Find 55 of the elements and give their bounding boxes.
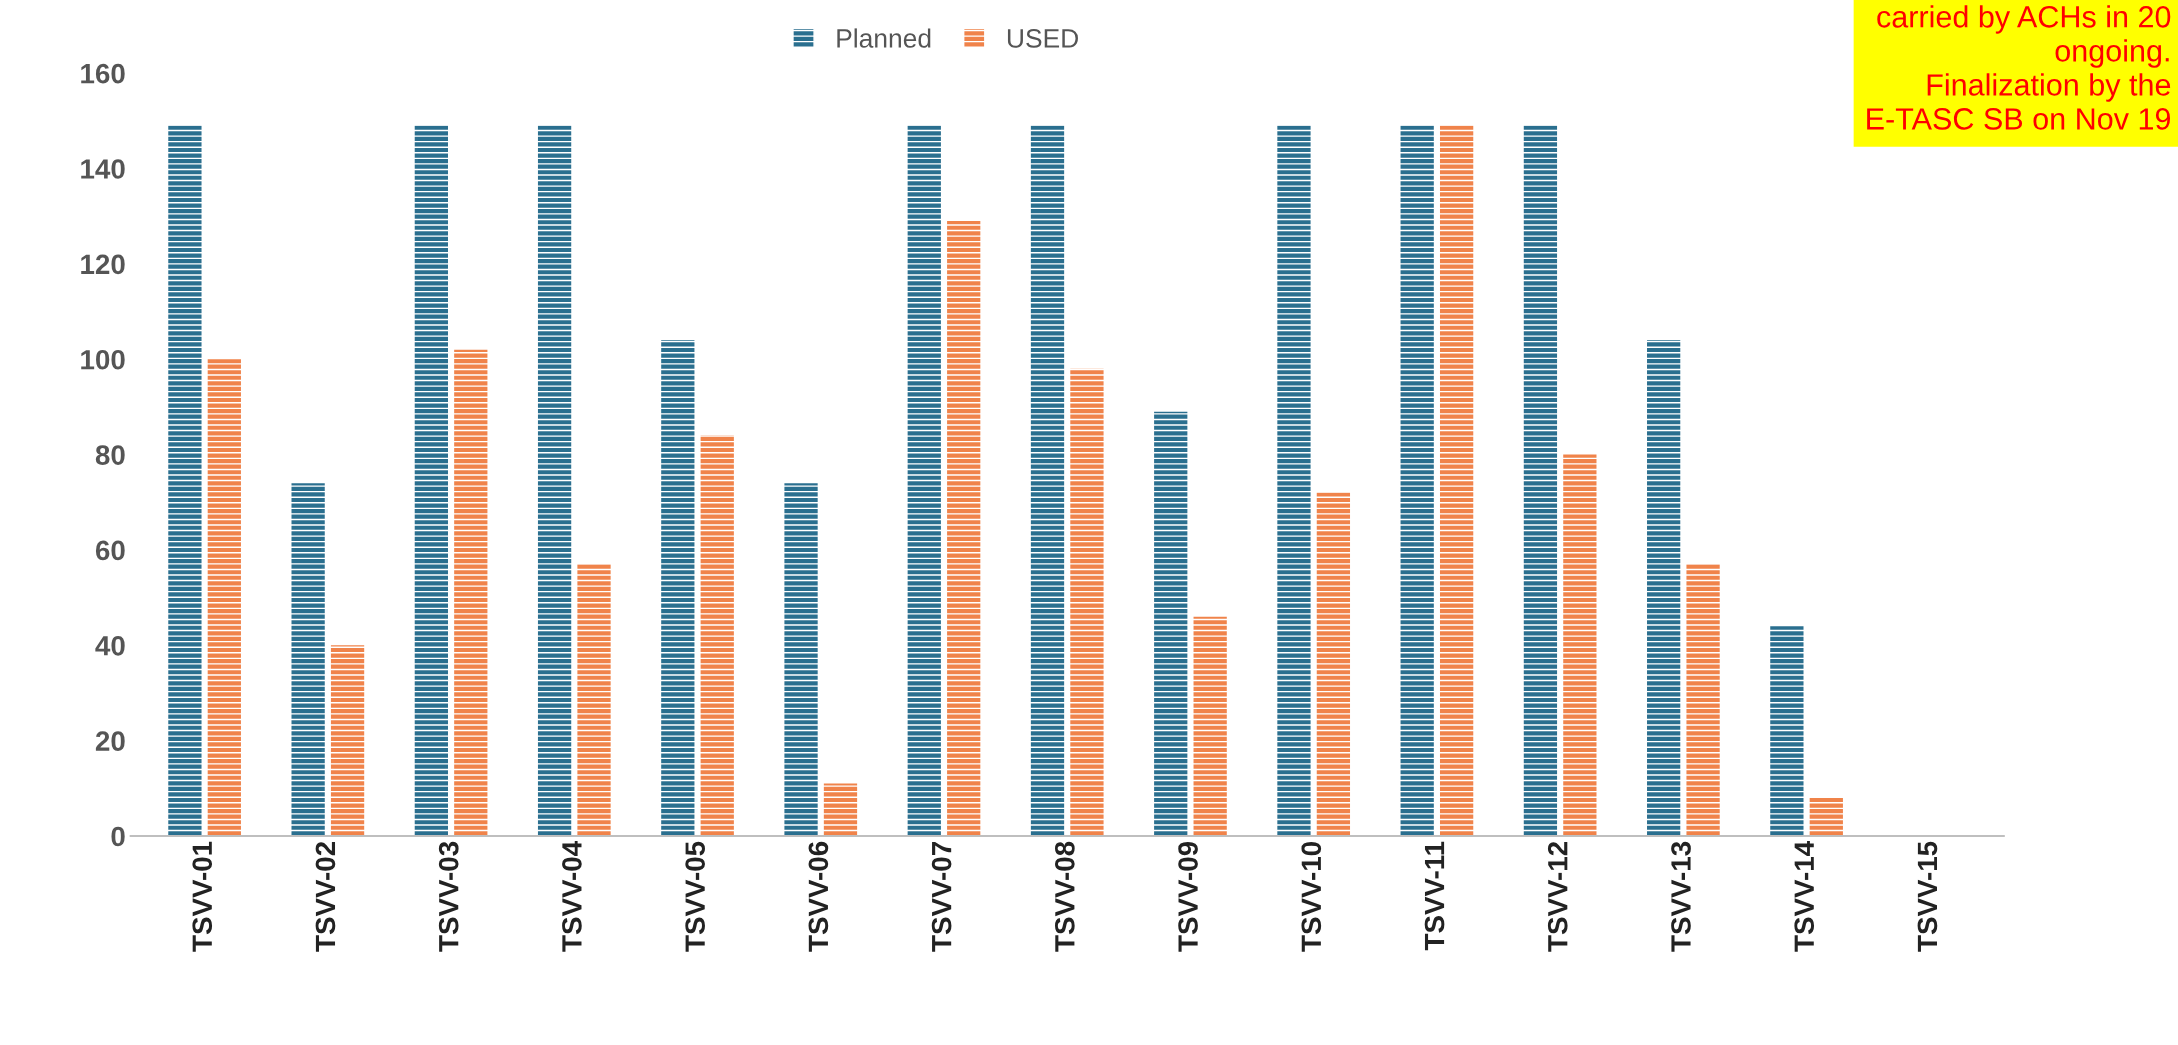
- x-tick-label: TSVV-13: [1671, 841, 1691, 952]
- legend-label: USED: [1007, 29, 1078, 48]
- bar: [414, 125, 448, 836]
- y-tick-label: 120: [81, 254, 125, 275]
- x-tick-label: TSVV-10: [1301, 842, 1322, 952]
- bar: [1030, 125, 1065, 836]
- bar: [454, 349, 488, 836]
- y-tick-label: 160: [81, 63, 125, 84]
- bar: [291, 483, 325, 836]
- bar: [784, 483, 818, 836]
- y-tick-label: 40: [95, 635, 125, 656]
- annotation: carried by ACHs in 20 ongoing. Finalization by the E-TASC SB on Nov 19: [1867, 5, 2171, 130]
- x-tick-label: TSVV-12: [1547, 841, 1568, 952]
- bar: [577, 564, 611, 836]
- x-tick-label: TSVV-01: [192, 841, 213, 952]
- bar: [1070, 368, 1104, 836]
- y-tick-label: 20: [95, 731, 125, 751]
- y-tick-label: 60: [95, 540, 125, 561]
- x-tick-label: TSVV-02: [315, 841, 336, 952]
- x-tick-label: TSVV-11: [1424, 841, 1445, 951]
- x-tick-label: TSVV-04: [562, 841, 582, 952]
- x-tick-label: TSVV-09: [1178, 841, 1198, 952]
- x-tick-label: TSVV-15: [1917, 841, 1938, 952]
- bar: [661, 340, 695, 836]
- bar: [1277, 125, 1311, 836]
- bar: [1523, 125, 1558, 836]
- x-tick-label: TSVV-05: [685, 841, 705, 952]
- bar: [1193, 616, 1227, 836]
- bar: [1770, 626, 1804, 836]
- x-tick-label: TSVV-03: [438, 841, 459, 952]
- bar: [1647, 340, 1681, 836]
- legend-label: Planned: [837, 28, 931, 48]
- y-tick-label: 80: [95, 445, 125, 465]
- bar: [168, 125, 202, 836]
- y-tick-label: 0: [111, 826, 125, 847]
- x-tick-label: TSVV-07: [931, 842, 952, 952]
- bar: [1563, 454, 1597, 836]
- bar: [1809, 797, 1843, 836]
- y-tick-label: 140: [81, 159, 125, 179]
- bar: [1400, 125, 1434, 836]
- bar: [1154, 411, 1188, 836]
- y-tick-label: 100: [81, 349, 125, 370]
- bar: [947, 220, 981, 836]
- bar: [700, 435, 734, 836]
- x-tick-label: TSVV-08: [1055, 841, 1075, 952]
- bar: [1316, 492, 1351, 836]
- bar: [207, 359, 241, 836]
- x-tick-label: TSVV-14: [1794, 841, 1815, 952]
- bar: [537, 125, 572, 836]
- bar: [1686, 564, 1720, 836]
- x-tick-label: TSVV-06: [808, 841, 829, 952]
- bar: [330, 645, 365, 836]
- bar: [823, 783, 858, 836]
- bar: [1439, 125, 1474, 836]
- bar: [907, 125, 941, 836]
